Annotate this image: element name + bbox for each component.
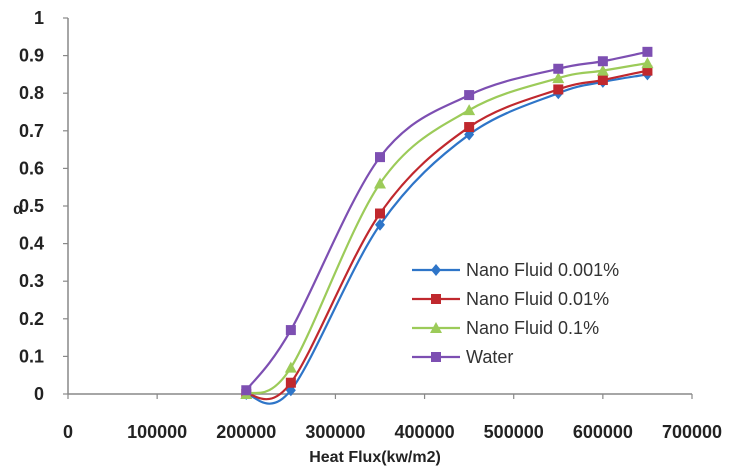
x-tick-label: 600000 [573,422,633,442]
data-point [642,65,653,76]
data-point [553,63,564,74]
y-tick-label: 0.8 [19,83,44,103]
y-tick-label: 1 [34,8,44,28]
x-axis-ticks: 0 100000 200000 300000 400000 500000 600000 700… [63,394,722,442]
data-point [642,46,653,57]
legend-label: Nano Fluid 0.01% [466,289,609,309]
legend-marker [431,294,441,304]
y-tick-label: 0.9 [19,46,44,66]
data-point [464,90,475,101]
data-point [374,177,386,189]
y-axis-title: α [13,201,23,218]
plot-area: 0 0.1 0.2 0.3 0.4 0.5 0.6 0.7 0.8 0.9 1 0 100000 200… [19,8,722,442]
y-tick-label: 0.6 [19,158,44,178]
x-tick-label: 200000 [216,422,276,442]
x-tick-label: 100000 [127,422,187,442]
y-tick-label: 0.2 [19,309,44,329]
legend-marker [430,322,442,333]
data-point [285,325,296,336]
data-point [375,218,385,231]
legend-marker [431,352,441,362]
legend: Nano Fluid 0.001% Nano Fluid 0.01% Nano Fl… [412,260,619,367]
data-point [597,56,608,67]
data-point [552,72,565,84]
x-axis-title: Heat Flux(kw/m2) [309,449,441,466]
x-tick-label: 400000 [395,422,455,442]
y-tick-label: 0.1 [19,346,44,366]
series-layer [240,46,654,405]
y-tick-label: 0.7 [19,121,44,141]
legend-label: Nano Fluid 0.001% [466,260,619,280]
x-tick-label: 0 [63,422,73,442]
data-point [285,377,296,388]
y-tick-label: 0.5 [19,196,44,216]
y-tick-label: 0.4 [19,234,44,254]
data-point [596,64,609,76]
x-tick-label: 700000 [662,422,722,442]
data-point [375,152,385,163]
data-point [597,75,608,86]
legend-marker [431,264,441,276]
legend-label: Nano Fluid 0.1% [466,318,599,338]
data-point [553,84,564,95]
data-point [375,208,385,219]
data-point [641,57,654,69]
x-tick-label: 300000 [305,422,365,442]
data-point [463,104,476,116]
legend-label: Water [466,347,513,367]
series-line-3 [245,62,648,396]
data-point [241,385,252,396]
data-point [464,122,475,133]
y-tick-label: 0.3 [19,271,44,291]
series-line-2 [246,69,648,401]
y-tick-label: 0 [34,384,44,404]
data-point [284,361,297,373]
x-tick-label: 500000 [484,422,544,442]
y-axis-ticks: 0 0.1 0.2 0.3 0.4 0.5 0.6 0.7 0.8 0.9 1 [19,8,68,404]
